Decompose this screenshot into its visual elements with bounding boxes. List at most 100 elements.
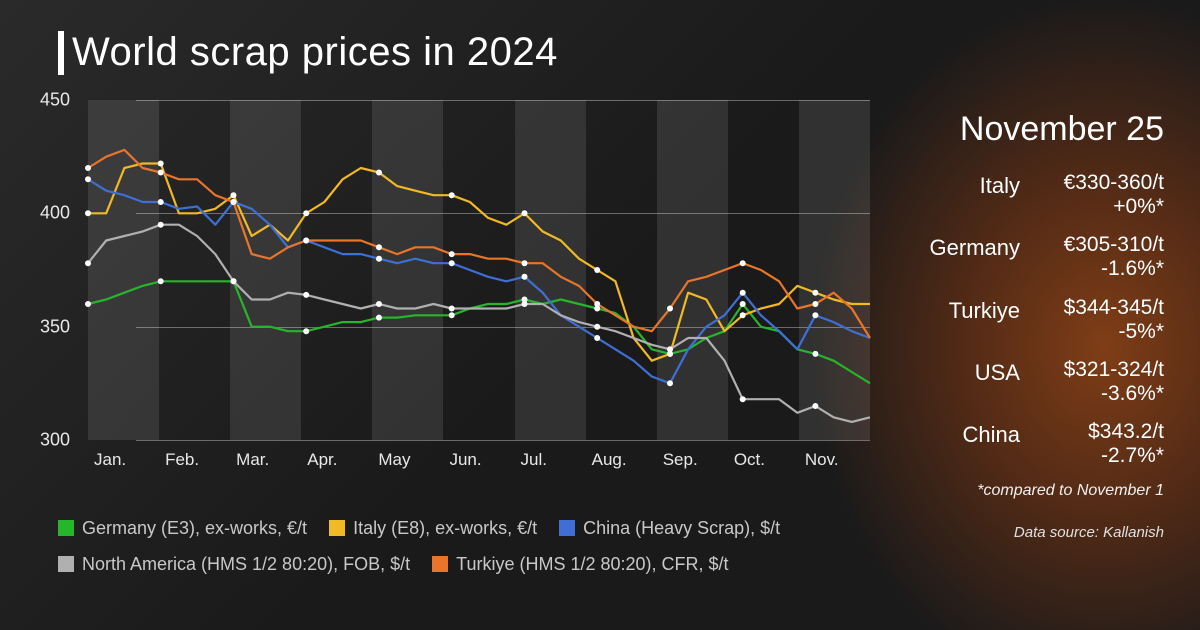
series-marker: [594, 301, 600, 307]
x-tick-label: Aug.: [592, 450, 627, 470]
series-marker: [522, 210, 528, 216]
series-marker: [812, 301, 818, 307]
x-tick-label: Nov.: [805, 450, 839, 470]
series-marker: [667, 380, 673, 386]
x-tick-label: Sep.: [663, 450, 698, 470]
legend-swatch: [329, 520, 345, 536]
infographic-canvas: World scrap prices in 2024 300350400450 …: [0, 0, 1200, 630]
series-marker: [449, 312, 455, 318]
legend-label: Italy (E8), ex-works, €/t: [353, 510, 537, 546]
series-marker: [158, 170, 164, 176]
series-marker: [522, 274, 528, 280]
series-marker: [667, 346, 673, 352]
legend-item-germany-e3: Germany (E3), ex-works, €/t: [58, 510, 307, 546]
legend-swatch: [58, 520, 74, 536]
stat-value: €330-360/t+0%*: [1034, 171, 1164, 219]
y-tick-label: 450: [40, 90, 70, 111]
series-marker: [303, 238, 309, 244]
series-marker: [158, 222, 164, 228]
footnote: *compared to November 1: [874, 482, 1164, 500]
y-tick-label: 400: [40, 203, 70, 224]
series-marker: [740, 301, 746, 307]
plot-area: [88, 100, 870, 440]
title-accent-bar: [58, 31, 64, 75]
series-marker: [303, 210, 309, 216]
series-marker: [85, 260, 91, 266]
side-panel: November 25 Italy €330-360/t+0%* Germany€3…: [874, 110, 1164, 541]
stat-row: China $343.2/t-2.7%*: [874, 420, 1164, 468]
series-marker: [231, 192, 237, 198]
title-block: World scrap prices in 2024: [58, 30, 558, 75]
x-tick-label: May: [378, 450, 410, 470]
series-marker: [449, 260, 455, 266]
stat-row: Germany€305-310/t-1.6%*: [874, 233, 1164, 281]
series-marker: [158, 161, 164, 167]
legend-item-north-america: North America (HMS 1/2 80:20), FOB, $/t: [58, 546, 410, 582]
legend-swatch: [58, 556, 74, 572]
series-north-america: [88, 225, 870, 422]
x-tick-label: Jul.: [521, 450, 547, 470]
series-marker: [812, 290, 818, 296]
series-marker: [522, 260, 528, 266]
series-marker: [740, 312, 746, 318]
stat-value: $343.2/t-2.7%*: [1034, 420, 1164, 468]
side-date: November 25: [874, 110, 1164, 149]
legend-swatch: [559, 520, 575, 536]
series-marker: [85, 301, 91, 307]
x-tick-label: Mar.: [236, 450, 269, 470]
series-marker: [740, 290, 746, 296]
series-marker: [158, 199, 164, 205]
stat-value: $321-324/t-3.6%*: [1034, 358, 1164, 406]
x-tick-label: Apr.: [307, 450, 337, 470]
stat-label: Italy: [980, 171, 1020, 199]
series-marker: [303, 328, 309, 334]
stat-value: $344-345/t-5%*: [1034, 296, 1164, 344]
series-marker: [449, 251, 455, 257]
series-marker: [158, 278, 164, 284]
legend-item-china-heavy: China (Heavy Scrap), $/t: [559, 510, 780, 546]
series-marker: [812, 403, 818, 409]
series-marker: [231, 199, 237, 205]
stat-row: Italy €330-360/t+0%*: [874, 171, 1164, 219]
y-tick-label: 300: [40, 430, 70, 451]
series-marker: [85, 210, 91, 216]
series-marker: [594, 335, 600, 341]
legend-label: Turkiye (HMS 1/2 80:20), CFR, $/t: [456, 546, 728, 582]
series-marker: [522, 301, 528, 307]
series-marker: [376, 301, 382, 307]
chart-title: World scrap prices in 2024: [72, 30, 558, 75]
legend-label: China (Heavy Scrap), $/t: [583, 510, 780, 546]
series-marker: [376, 170, 382, 176]
series-marker: [667, 306, 673, 312]
stat-label: Turkiye: [949, 296, 1020, 324]
series-marker: [376, 256, 382, 262]
x-tick-label: Feb.: [165, 450, 199, 470]
data-source: Data source: Kallanish: [874, 524, 1164, 541]
series-marker: [812, 351, 818, 357]
stat-row: USA$321-324/t-3.6%*: [874, 358, 1164, 406]
series-marker: [303, 292, 309, 298]
legend-swatch: [432, 556, 448, 572]
series-germany-e3: [88, 281, 870, 383]
price-chart: 300350400450 Jan.Feb.Mar.Apr.MayJun.Jul.…: [40, 100, 870, 470]
series-marker: [740, 260, 746, 266]
series-marker: [231, 278, 237, 284]
series-marker: [812, 312, 818, 318]
series-italy-e8: [88, 164, 870, 361]
legend-item-turkiye: Turkiye (HMS 1/2 80:20), CFR, $/t: [432, 546, 728, 582]
stat-label: Germany: [930, 233, 1020, 261]
series-marker: [594, 324, 600, 330]
series-marker: [85, 165, 91, 171]
series-marker: [85, 176, 91, 182]
legend-label: Germany (E3), ex-works, €/t: [82, 510, 307, 546]
x-tick-label: Oct.: [734, 450, 765, 470]
gridline: [136, 440, 870, 441]
series-marker: [740, 396, 746, 402]
series-marker: [594, 267, 600, 273]
series-marker: [376, 244, 382, 250]
legend-label: North America (HMS 1/2 80:20), FOB, $/t: [82, 546, 410, 582]
stat-label: China: [963, 420, 1020, 448]
x-tick-label: Jun.: [449, 450, 481, 470]
series-marker: [449, 192, 455, 198]
series-marker: [376, 315, 382, 321]
